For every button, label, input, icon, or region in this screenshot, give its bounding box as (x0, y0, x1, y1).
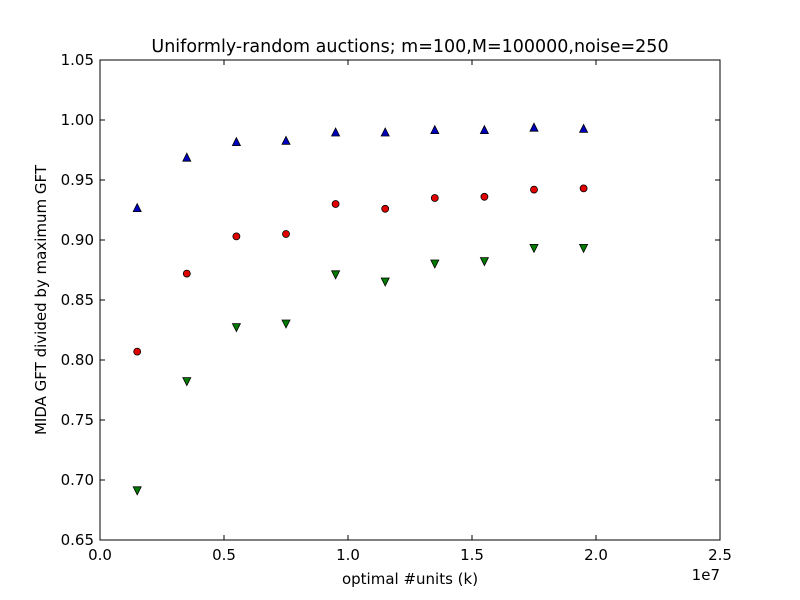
triangle-down-marker (330, 270, 341, 280)
triangle-up-marker (529, 122, 539, 132)
series-circle (133, 184, 588, 356)
triangle-up-marker (330, 127, 341, 137)
y-tick-label: 0.95 (61, 171, 94, 189)
circle-marker (331, 200, 340, 208)
circle-marker (430, 194, 439, 202)
y-tick-label: 1.05 (61, 51, 94, 69)
circle-marker (579, 184, 588, 193)
triangle-down-marker (182, 377, 192, 387)
y-tick-label: 1.00 (61, 111, 94, 129)
chart-title: Uniformly-random auctions; m=100,M=10000… (151, 37, 668, 57)
circle-marker (182, 269, 191, 278)
y-tick-label: 0.90 (61, 231, 94, 249)
series-triangle-up (132, 122, 589, 213)
circle-marker (480, 192, 489, 201)
x-tick-label: 0.5 (212, 546, 236, 564)
triangle-up-marker (281, 135, 291, 145)
data-markers (132, 122, 589, 496)
triangle-up-marker (231, 136, 242, 147)
triangle-up-marker (479, 124, 490, 135)
y-tick-label: 0.85 (61, 291, 94, 309)
x-tick-label: 2.0 (584, 546, 608, 564)
triangle-up-marker (132, 202, 142, 213)
triangle-up-marker (578, 123, 589, 133)
series-triangle-down (132, 243, 589, 496)
circle-marker (381, 204, 390, 213)
x-axis-offset-label: 1e7 (692, 566, 720, 584)
circle-marker (133, 347, 142, 356)
triangle-down-marker (430, 259, 440, 269)
x-tick-label: 1.0 (336, 546, 360, 564)
triangle-up-marker (380, 127, 390, 137)
circle-marker (232, 232, 241, 241)
triangle-down-marker (231, 323, 242, 333)
x-tick-label: 2.5 (708, 546, 732, 564)
x-axis: 0.0 0.5 1.0 1.5 2.0 2.5 (88, 60, 732, 564)
triangle-down-marker (281, 319, 291, 329)
y-axis: 0.65 0.70 0.75 0.80 0.85 0.90 0.95 1.00 1.05 (61, 51, 720, 549)
triangle-down-marker (479, 257, 490, 267)
triangle-down-marker (529, 243, 539, 254)
triangle-up-marker (182, 152, 192, 162)
triangle-up-marker (430, 124, 440, 135)
triangle-down-marker (132, 486, 142, 496)
circle-marker (530, 185, 538, 194)
x-tick-label: 1.5 (460, 546, 484, 564)
circle-marker (282, 230, 290, 238)
triangle-down-marker (578, 243, 589, 254)
y-tick-label: 0.80 (61, 351, 94, 369)
x-axis-label: optimal #units (k) (342, 570, 478, 588)
x-tick-label: 0.0 (88, 546, 112, 564)
y-tick-label: 0.65 (61, 531, 94, 549)
y-axis-label: MIDA GFT divided by maximum GFT (32, 164, 50, 435)
triangle-down-marker (380, 277, 390, 287)
y-tick-label: 0.75 (61, 411, 94, 429)
y-tick-label: 0.70 (61, 471, 94, 489)
